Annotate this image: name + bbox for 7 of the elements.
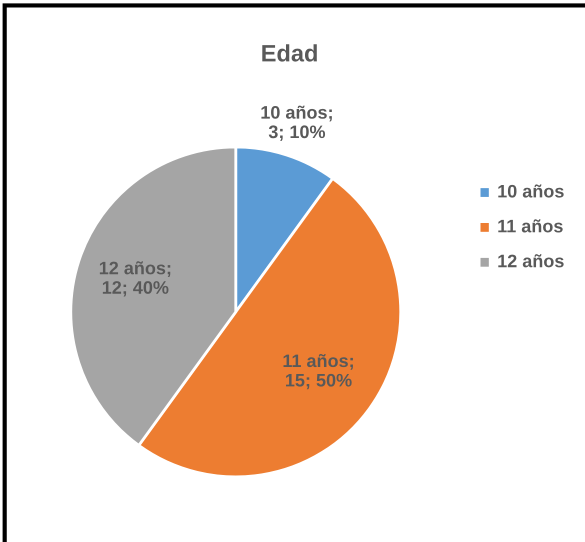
data-label: 10 años; 3; 10% <box>261 106 332 141</box>
chart-title: Edad <box>262 44 317 62</box>
legend-label: 12 años <box>498 254 564 268</box>
legend-label: 10 años <box>498 184 564 198</box>
data-label: 11 años; 15; 50% <box>284 354 353 390</box>
legend-label: 11 años <box>498 219 563 232</box>
data-label: 12 años; 12; 40% <box>100 261 170 296</box>
